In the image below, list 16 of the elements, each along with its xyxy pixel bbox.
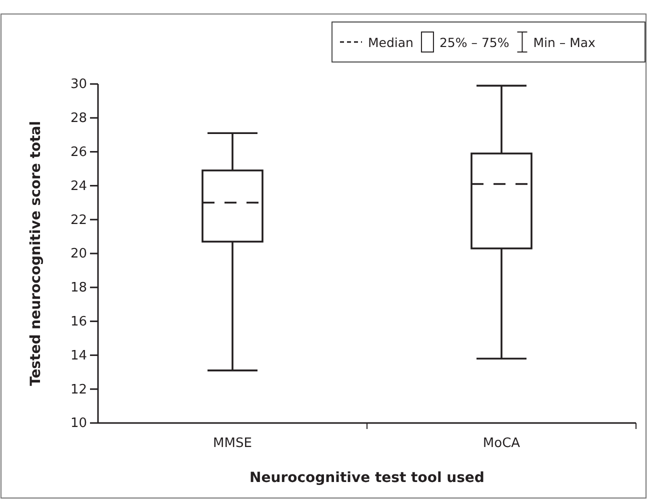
x-axis-title: Neurocognitive test tool used	[250, 470, 484, 486]
y-axis-title: Tested neurocognitive score total	[28, 120, 44, 386]
y-tick-label: 26	[70, 144, 87, 160]
y-tick-label: 30	[70, 77, 87, 92]
x-tick-label: MoCA	[482, 436, 520, 451]
y-tick-label: 16	[70, 314, 87, 330]
key-box: Median 25% – 75% Min – Max	[332, 22, 646, 62]
y-tick-label: 18	[70, 280, 87, 296]
x-tick-label: MMSE	[213, 436, 252, 451]
y-tick-label: 24	[70, 178, 87, 194]
y-tick-label: 22	[70, 212, 87, 228]
y-tick-label: 20	[70, 246, 87, 262]
y-tick-label: 14	[70, 348, 87, 364]
y-tick-label: 12	[70, 382, 87, 398]
y-tick-label: 10	[70, 416, 87, 432]
y-tick-label: 28	[70, 111, 87, 126]
